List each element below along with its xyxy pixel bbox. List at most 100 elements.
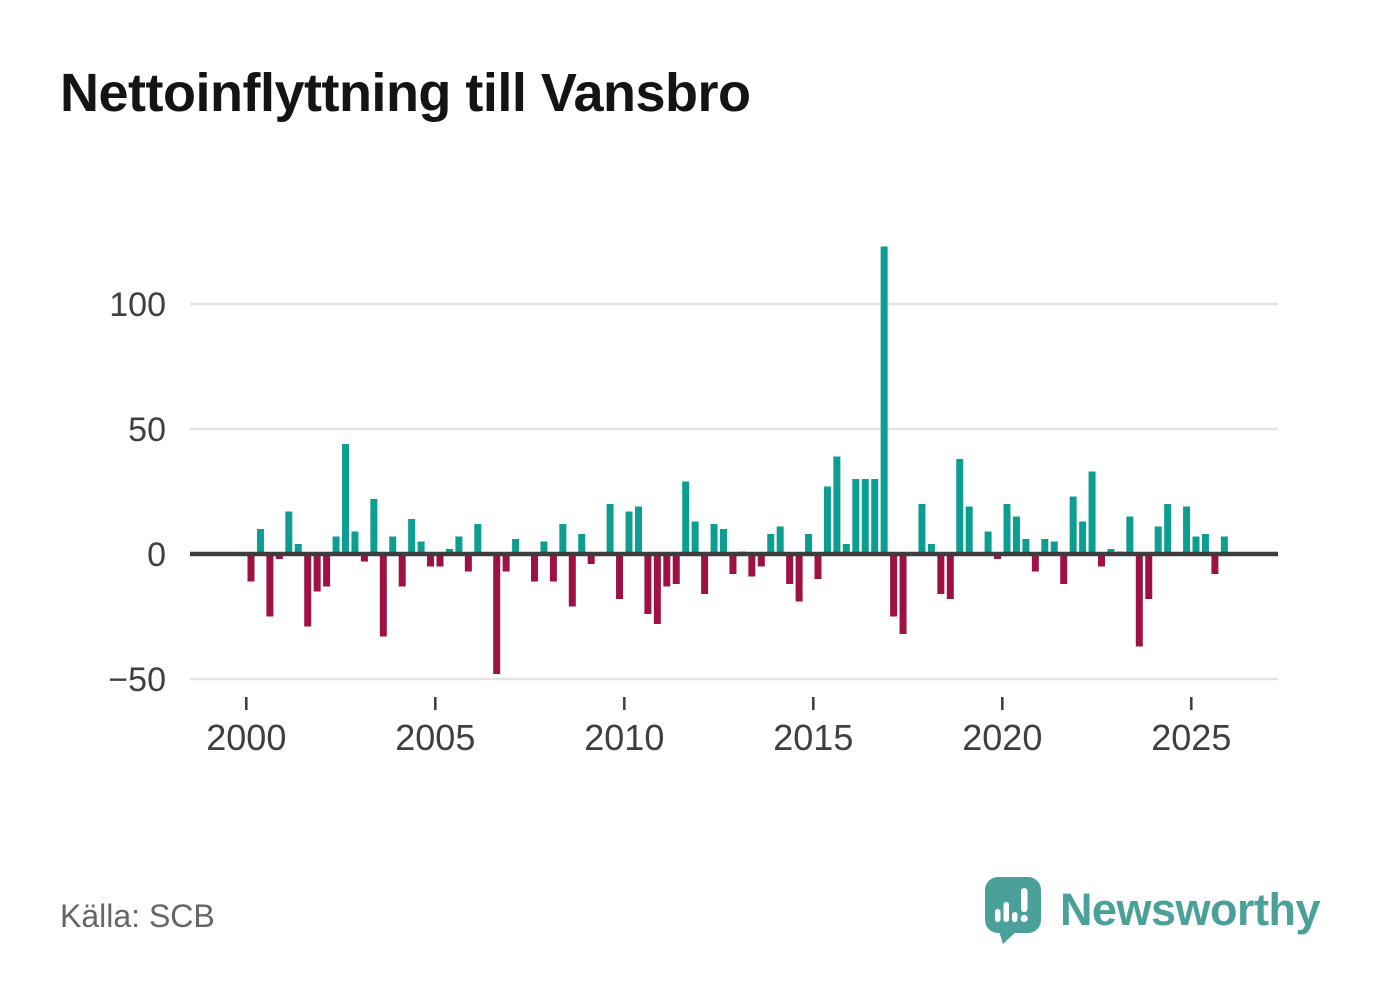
bar	[502, 554, 510, 572]
bar	[663, 554, 671, 587]
bar	[1211, 554, 1219, 574]
bar	[1220, 536, 1228, 554]
newsworthy-logo: Newsworthy	[984, 876, 1321, 944]
bar	[275, 554, 283, 559]
bar	[1183, 506, 1191, 554]
bar	[899, 554, 907, 634]
bar	[842, 544, 850, 554]
bar	[1192, 536, 1200, 554]
bar	[833, 456, 841, 554]
bar	[691, 521, 699, 554]
bar	[682, 481, 690, 554]
x-axis-tick-label: 2015	[773, 717, 853, 758]
bar	[1003, 504, 1011, 554]
bar	[757, 554, 765, 567]
bar	[304, 554, 312, 627]
bar	[644, 554, 652, 614]
bar	[1012, 516, 1020, 554]
newsworthy-logo-icon	[984, 877, 1041, 944]
bar	[710, 524, 718, 554]
bar	[927, 544, 935, 554]
bar	[464, 554, 472, 572]
bar	[1079, 521, 1087, 554]
bar	[606, 504, 614, 554]
source-label: Källa: SCB	[60, 898, 215, 934]
bar	[445, 549, 453, 554]
bar	[1088, 471, 1096, 554]
bar	[559, 524, 567, 554]
bar	[540, 541, 548, 554]
bar	[861, 479, 869, 554]
bar	[1154, 526, 1162, 554]
x-axis-tick-label: 2025	[1151, 717, 1231, 758]
bar	[332, 536, 340, 554]
x-axis-tick-label: 2020	[962, 717, 1042, 758]
bar	[880, 246, 888, 554]
bar	[937, 554, 945, 594]
bar	[795, 554, 803, 602]
bar	[474, 524, 482, 554]
y-axis-tick-label: 0	[147, 536, 166, 574]
bar	[852, 479, 860, 554]
bar	[370, 499, 378, 554]
bar	[1145, 554, 1153, 599]
bar	[890, 554, 898, 617]
bar	[351, 531, 359, 554]
bar	[814, 554, 822, 579]
bar	[1041, 539, 1049, 554]
bar	[1126, 516, 1134, 554]
bar	[417, 541, 425, 554]
bar	[1098, 554, 1105, 567]
bar	[1164, 504, 1172, 554]
bar	[918, 504, 926, 554]
bar	[266, 554, 274, 617]
bar	[323, 554, 331, 587]
bar	[776, 526, 784, 554]
bar	[653, 554, 661, 624]
bar	[984, 531, 992, 554]
bar	[512, 539, 520, 554]
bar	[823, 486, 831, 554]
bar	[578, 534, 586, 554]
bar	[634, 506, 642, 554]
y-axis-tick-label: 50	[128, 411, 166, 449]
bar	[946, 554, 954, 599]
bar	[767, 534, 775, 554]
bar	[360, 554, 368, 562]
newsworthy-logo-text: Newsworthy	[1059, 884, 1321, 935]
bar	[625, 511, 633, 554]
bar	[568, 554, 576, 607]
bar	[748, 554, 756, 577]
bar	[342, 444, 349, 554]
bar	[1031, 554, 1039, 572]
x-axis-tick-label: 2005	[395, 717, 475, 758]
bar	[427, 554, 435, 567]
y-axis-tick-label: −50	[108, 661, 166, 699]
bar	[436, 554, 444, 567]
bar	[956, 459, 964, 554]
bar	[1107, 549, 1115, 554]
bar	[871, 479, 879, 554]
bar	[729, 554, 737, 574]
bar	[1050, 541, 1058, 554]
bar	[720, 529, 727, 554]
bar	[1069, 496, 1077, 554]
x-axis-tick-label: 2010	[584, 717, 664, 758]
bar	[1201, 534, 1209, 554]
page-title: Nettoinflyttning till Vansbro	[60, 63, 751, 123]
bar	[455, 536, 463, 554]
bar	[408, 519, 416, 554]
x-axis-tick-label: 2000	[206, 717, 286, 758]
bar	[379, 554, 387, 637]
y-axis-tick-label: 100	[109, 286, 166, 324]
bar	[672, 554, 680, 584]
bar	[805, 534, 813, 554]
bar	[994, 554, 1002, 559]
bar	[1060, 554, 1068, 584]
bar	[1022, 539, 1030, 554]
bar	[398, 554, 406, 587]
bar	[549, 554, 557, 582]
bar	[531, 554, 538, 582]
bar	[294, 544, 302, 554]
